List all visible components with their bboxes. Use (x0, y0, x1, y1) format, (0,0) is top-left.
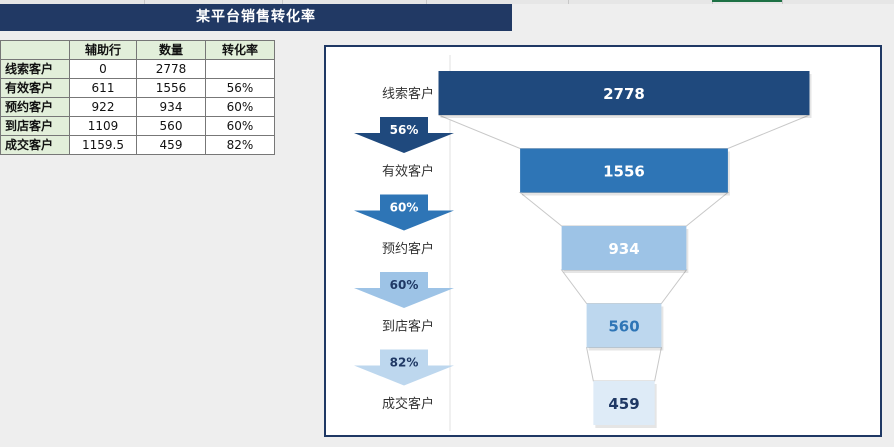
funnel-connector (560, 269, 688, 304)
table-cell[interactable]: 934 (136, 97, 206, 117)
conversion-rate-label: 82% (390, 356, 419, 370)
funnel-bar (593, 381, 655, 425)
table-cell[interactable] (205, 59, 275, 79)
table-cell[interactable]: 56% (205, 78, 275, 98)
funnel-value-label: 1556 (603, 163, 645, 181)
table-cell[interactable]: 560 (136, 116, 206, 136)
data-table: 辅助行 数量 转化率 线索客户 0 2778 有效客户 611 1556 56%… (0, 40, 275, 155)
funnel-value-label: 934 (608, 240, 639, 258)
table-header-row: 辅助行 数量 转化率 (0, 40, 275, 60)
conversion-arrow (354, 272, 454, 308)
funnel-bar (561, 226, 687, 270)
sheet-gridlines (0, 0, 894, 4)
funnel-connector (518, 192, 730, 227)
funnel-category-label: 成交客户 (382, 396, 434, 412)
table-row: 成交客户 1159.5 459 82% (0, 135, 275, 155)
table-cell[interactable]: 611 (69, 78, 137, 98)
conversion-rate-label: 60% (390, 278, 419, 292)
table-cell[interactable]: 有效客户 (0, 78, 70, 98)
funnel-value-label: 560 (608, 318, 639, 336)
table-row: 预约客户 922 934 60% (0, 97, 275, 117)
table-cell[interactable]: 60% (205, 97, 275, 117)
funnel-category-label: 有效客户 (382, 164, 434, 180)
table-row: 有效客户 611 1556 56% (0, 78, 275, 98)
conversion-rate-label: 56% (390, 123, 419, 137)
table-cell[interactable]: 60% (205, 116, 275, 136)
table-row: 线索客户 0 2778 (0, 59, 275, 79)
table-cell[interactable]: 82% (205, 135, 275, 155)
table-cell[interactable]: 1159.5 (69, 135, 137, 155)
funnel-category-label: 线索客户 (382, 86, 434, 102)
funnel-value-label: 2778 (603, 85, 645, 103)
selected-cell-indicator (712, 0, 782, 2)
conversion-arrow (354, 194, 454, 231)
table-cell[interactable]: 459 (136, 135, 206, 155)
conversion-arrow (354, 117, 454, 153)
funnel-bar (586, 303, 662, 348)
table-header-cell[interactable]: 辅助行 (69, 40, 137, 60)
funnel-chart[interactable]: 2778 线索客户 1556 有效客户 934 预约客户 560 到店客户 459 成交客户 56%… (324, 45, 882, 437)
conversion-arrow (354, 349, 454, 386)
table-cell[interactable]: 1556 (136, 78, 206, 98)
funnel-connector (585, 347, 663, 382)
table-cell[interactable]: 0 (69, 59, 137, 79)
table-cell[interactable]: 线索客户 (0, 59, 70, 79)
conversion-rate-label: 60% (390, 201, 419, 215)
funnel-category-label: 到店客户 (382, 319, 434, 335)
table-header-cell[interactable] (0, 40, 70, 60)
table-cell[interactable]: 1109 (69, 116, 137, 136)
table-cell[interactable]: 922 (69, 97, 137, 117)
funnel-category-label: 预约客户 (382, 241, 434, 257)
table-cell[interactable]: 到店客户 (0, 116, 70, 136)
table-header-cell[interactable]: 转化率 (205, 40, 275, 60)
table-cell[interactable]: 预约客户 (0, 97, 70, 117)
funnel-connector (438, 114, 810, 149)
table-row: 到店客户 1109 560 60% (0, 116, 275, 136)
funnel-bar (438, 71, 810, 115)
funnel-bar (520, 148, 728, 193)
table-header-cell[interactable]: 数量 (136, 40, 206, 60)
table-cell[interactable]: 成交客户 (0, 135, 70, 155)
funnel-value-label: 459 (608, 395, 639, 413)
sheet-title[interactable]: 某平台销售转化率 (0, 4, 512, 31)
table-cell[interactable]: 2778 (136, 59, 206, 79)
funnel-chart-canvas: 2778 线索客户 1556 有效客户 934 预约客户 560 到店客户 459 成交客户 56%… (354, 55, 812, 431)
